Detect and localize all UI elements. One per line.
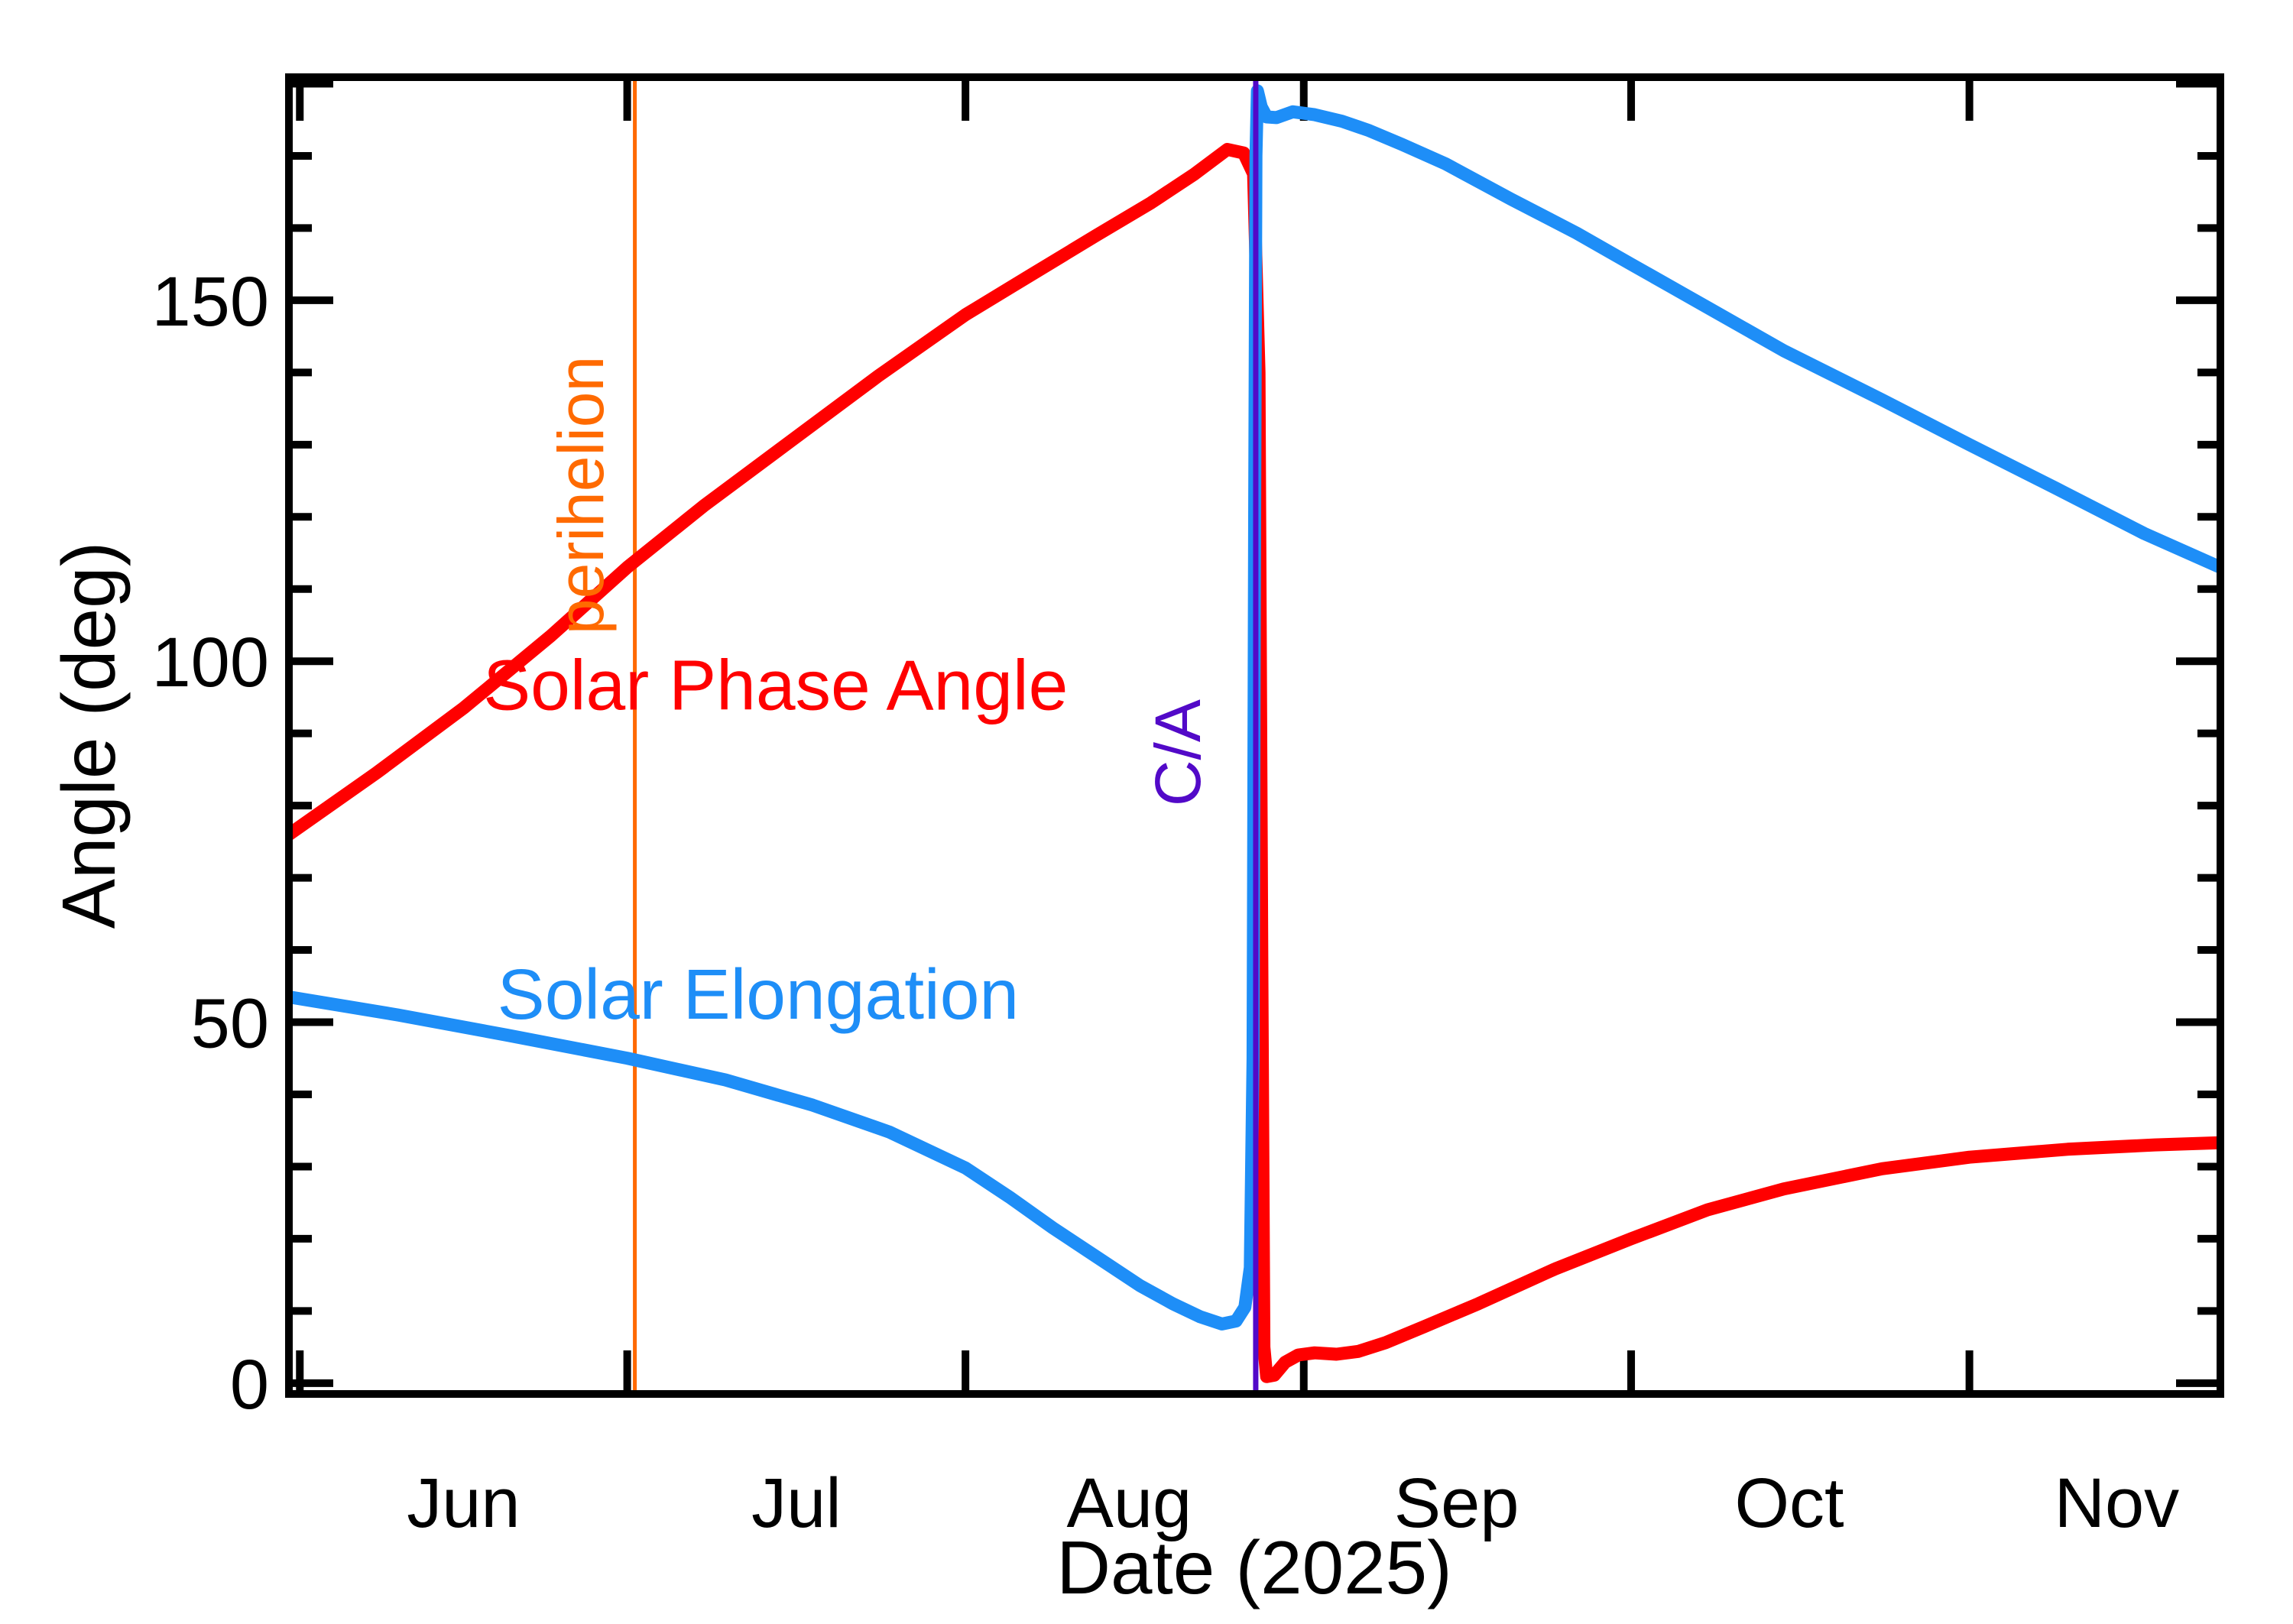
x-month-label-5: Nov <box>2055 1464 2180 1542</box>
y-tick-label-2: 100 <box>152 624 270 702</box>
solar-phase-angle-label: Solar Phase Angle <box>483 645 1068 724</box>
y-tick-label-1: 50 <box>191 985 269 1063</box>
y-tick-label-3: 150 <box>152 263 270 341</box>
solar-elongation-label: Solar Elongation <box>498 955 1019 1034</box>
perihelion-label: perihelion <box>545 356 617 634</box>
solar-phase-angle-curve <box>289 143 2220 1383</box>
x-month-label-1: Jul <box>751 1464 842 1542</box>
y-tick-label-0: 0 <box>230 1346 269 1424</box>
close-approach-label: C/A <box>1142 699 1214 806</box>
plot-frame <box>285 73 2224 1398</box>
y-axis-title: Angle (deg) <box>47 542 131 929</box>
x-month-label-4: Oct <box>1735 1464 1844 1542</box>
x-month-label-2: Aug <box>1066 1464 1192 1542</box>
x-month-label-3: Sep <box>1394 1464 1519 1542</box>
axis-ticks <box>289 77 2220 1394</box>
x-month-label-0: Jun <box>407 1464 520 1542</box>
x-axis-title: Date (2025) <box>1056 1525 1452 1609</box>
